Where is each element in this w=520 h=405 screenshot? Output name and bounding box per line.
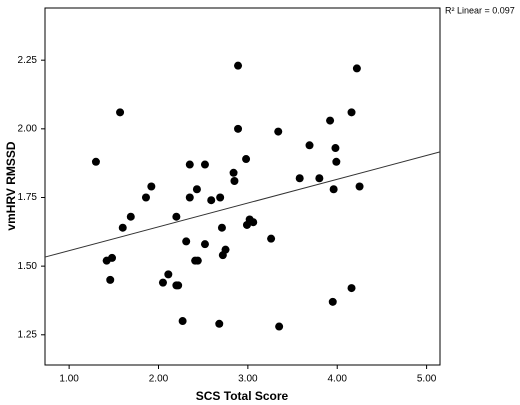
point: [242, 155, 251, 164]
point: [91, 157, 100, 166]
x-tick-label: 2.00: [149, 374, 169, 385]
point: [221, 245, 230, 254]
point: [182, 237, 191, 246]
point: [215, 319, 224, 328]
point: [207, 196, 216, 205]
point: [216, 193, 225, 202]
point: [141, 193, 150, 202]
point: [347, 284, 356, 293]
point: [192, 185, 201, 194]
point: [332, 157, 341, 166]
point: [106, 275, 115, 284]
point: [305, 141, 314, 150]
x-tick-label: 5.00: [417, 374, 437, 385]
point: [200, 160, 209, 169]
point: [217, 223, 226, 232]
point: [200, 240, 209, 249]
y-tick-label: 2.25: [18, 55, 38, 66]
y-tick-label: 1.25: [18, 329, 38, 340]
point: [274, 127, 283, 136]
point: [230, 177, 239, 186]
x-tick-label: 1.00: [59, 374, 79, 385]
point: [295, 174, 304, 183]
point: [234, 61, 243, 70]
point: [174, 281, 183, 290]
point: [234, 124, 243, 133]
point: [172, 212, 181, 221]
x-tick-label: 3.00: [238, 374, 258, 385]
point: [331, 144, 340, 153]
point: [326, 116, 335, 125]
point: [108, 253, 117, 262]
y-tick-label: 2.00: [18, 123, 38, 134]
point: [347, 108, 356, 117]
point: [193, 256, 202, 265]
point: [164, 270, 173, 279]
point: [315, 174, 324, 183]
point: [275, 322, 284, 331]
annotation: R² Linear = 0.097: [445, 5, 515, 15]
point: [329, 185, 338, 194]
y-tick-label: 1.75: [18, 192, 38, 203]
point: [178, 317, 187, 326]
point: [118, 223, 127, 232]
point: [328, 297, 337, 306]
point: [229, 168, 238, 177]
point: [158, 278, 167, 287]
point: [249, 218, 258, 227]
plot-frame: [44, 7, 441, 366]
point: [147, 182, 156, 191]
point: [185, 193, 194, 202]
point: [185, 160, 194, 169]
point: [116, 108, 125, 117]
fit-line: [44, 151, 441, 258]
y-axis-title: vmHRV RMSSD: [4, 141, 18, 230]
point: [126, 212, 135, 221]
point: [352, 64, 361, 73]
point: [267, 234, 276, 243]
x-tick-label: 4.00: [327, 374, 347, 385]
point: [355, 182, 364, 191]
y-tick-label: 1.50: [18, 261, 38, 272]
x-axis-title: SCS Total Score: [196, 389, 289, 403]
